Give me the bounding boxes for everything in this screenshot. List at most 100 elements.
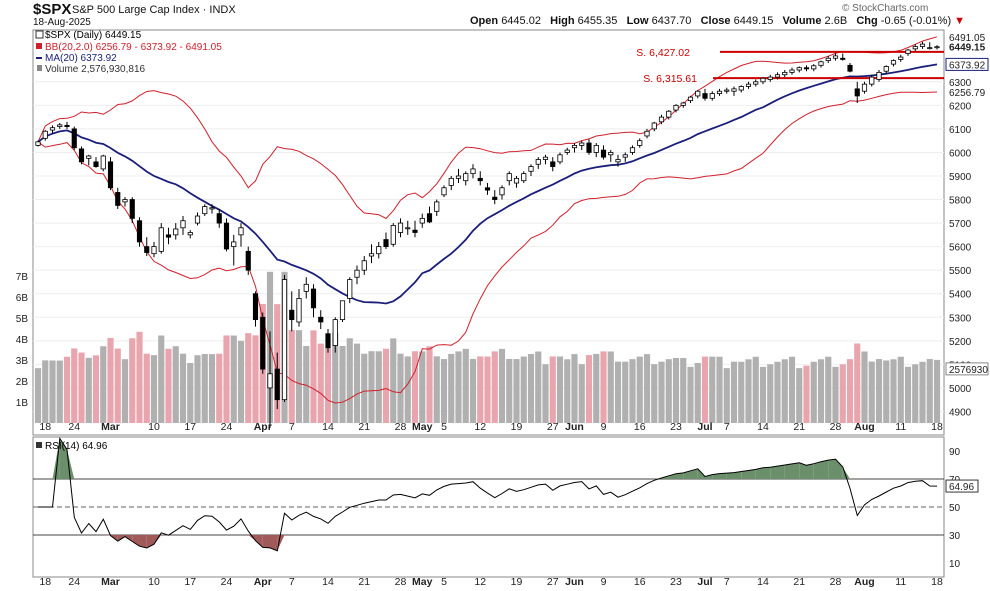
- candle-body: [426, 213, 433, 223]
- rsi-oversold-fill: [132, 535, 140, 547]
- volume-bar: [158, 335, 165, 423]
- volume-bar: [375, 351, 382, 423]
- x-tick-label: Jun: [565, 421, 584, 433]
- x-tick-label: 14: [757, 421, 769, 433]
- candle-body: [593, 144, 599, 153]
- volume-bar: [730, 361, 738, 423]
- x-tick-label: 17: [184, 576, 196, 588]
- x-tick-label: May: [412, 576, 433, 588]
- x-tick-label: 7: [724, 576, 730, 588]
- volume-bar: [513, 359, 520, 423]
- volume-bar: [854, 343, 861, 423]
- volume-bar: [462, 348, 469, 423]
- price-tick-label: 5300: [949, 313, 972, 324]
- rsi-overbought-fill: [763, 467, 771, 479]
- volume-bar: [100, 346, 107, 423]
- bollinger-upper: [37, 36, 938, 220]
- volume-bar: [752, 356, 759, 423]
- candle-body: [861, 83, 868, 92]
- candle-body: [825, 57, 831, 62]
- x-tick-label: Aug: [854, 576, 874, 588]
- volume-bar: [564, 359, 571, 423]
- volume-bar: [600, 351, 607, 423]
- candle-body: [252, 293, 259, 321]
- x-tick-label: May: [412, 421, 433, 433]
- candle-body: [173, 228, 179, 236]
- axes: 6300 6200 6100 6000 5900 5800 5700 5600 5500 5400…: [16, 33, 989, 588]
- x-tick-label: 24: [221, 421, 233, 433]
- volume-bar: [346, 338, 353, 423]
- volume-bar: [883, 360, 890, 423]
- rsi-overbought-fill: [821, 460, 829, 479]
- x-tick-label: 10: [148, 421, 160, 433]
- volume-bar: [419, 351, 426, 423]
- candle-body: [818, 61, 824, 66]
- volume-bar: [194, 355, 201, 423]
- x-tick-label: 9: [601, 421, 607, 433]
- candle-body: [115, 192, 121, 206]
- price-tick-label: 4900: [949, 407, 972, 418]
- x-tick-label: 14: [757, 576, 769, 588]
- candle-body: [151, 246, 157, 255]
- candle-body: [368, 253, 375, 257]
- price-tick-label: 6300: [949, 78, 972, 89]
- candle-body: [463, 173, 469, 182]
- index-name-text: S&P 500 Large Cap Index: [72, 4, 200, 16]
- candle-body: [165, 234, 172, 238]
- candle-body: [912, 46, 918, 50]
- candle-body: [571, 144, 578, 149]
- volume-bar: [614, 361, 622, 423]
- candle-body: [484, 187, 491, 191]
- candle-body: [281, 279, 288, 401]
- volume-bar: [85, 357, 92, 423]
- candle-body: [245, 250, 251, 271]
- x-tick-label: 28: [830, 421, 842, 433]
- volume-bar: [709, 356, 716, 423]
- x-tick-label: 23: [670, 421, 682, 433]
- candle-body: [702, 93, 708, 99]
- rsi-overbought-fill: [668, 473, 676, 479]
- rsi-overbought-fill: [59, 438, 67, 479]
- candle-body: [122, 199, 128, 203]
- candle-body: [528, 166, 534, 172]
- x-tick-label: 9: [601, 576, 607, 588]
- volume-bar: [549, 356, 556, 423]
- volume-tick-label: 6B: [16, 293, 29, 304]
- rsi-overbought-fill: [784, 463, 792, 479]
- x-tick-label: 21: [793, 576, 805, 588]
- volume-bar: [607, 351, 614, 423]
- candle-body: [847, 64, 853, 72]
- candle-body: [42, 130, 48, 139]
- volume-bar: [252, 335, 259, 423]
- rsi-overbought-fill: [755, 467, 763, 479]
- rsi-oversold-fill: [262, 535, 270, 548]
- x-tick-label: 24: [68, 421, 80, 433]
- volume-bar: [651, 364, 658, 423]
- volume-bar: [687, 366, 694, 423]
- candle-body: [832, 55, 839, 59]
- volume-bar: [636, 356, 643, 423]
- volume-marker-box: [945, 362, 989, 376]
- volume-bar: [179, 353, 187, 423]
- candle-body: [637, 140, 643, 146]
- candle-body: [803, 67, 810, 70]
- candle-body: [890, 60, 897, 65]
- volume-bar: [535, 351, 542, 423]
- candle-body: [731, 88, 737, 92]
- candle-body: [564, 149, 570, 153]
- rsi-overbought-fill: [748, 469, 756, 479]
- candle-body: [136, 220, 143, 243]
- volume-bar: [237, 340, 245, 423]
- volume-bar: [92, 355, 100, 423]
- volume-bar: [593, 353, 600, 423]
- volume-bar: [49, 360, 56, 423]
- volume-bar: [368, 351, 375, 423]
- candle-body: [194, 215, 201, 224]
- volume-bar: [469, 358, 477, 423]
- volume-bar: [208, 354, 216, 423]
- volume-bar: [680, 358, 687, 423]
- volume-bar: [745, 359, 752, 423]
- candle-body: [303, 283, 309, 292]
- high-value: 6455.35: [577, 15, 618, 27]
